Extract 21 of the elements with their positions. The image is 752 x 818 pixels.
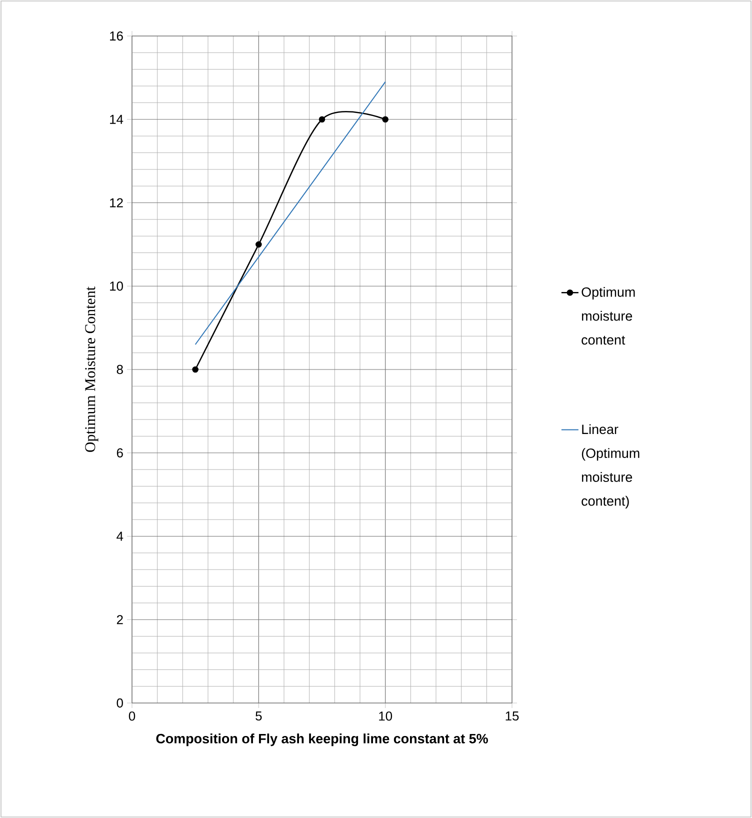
y-tick-label: 16 xyxy=(110,31,123,41)
y-axis-title: Optimum Moisture Content xyxy=(85,286,98,452)
legend-label: Linear (Optimum moisture content) xyxy=(582,424,640,508)
y-tick-label: 2 xyxy=(116,615,123,624)
y-tick-label: 4 xyxy=(116,532,124,541)
x-tick-label: 10 xyxy=(379,712,392,721)
y-tick-label: 6 xyxy=(116,448,123,458)
x-tick-label: 5 xyxy=(256,712,262,721)
y-tick-label: 8 xyxy=(116,364,123,374)
y-tick-label: 10 xyxy=(110,282,123,291)
x-tick-label: 15 xyxy=(506,712,519,721)
x-axis-title: Composition of Fly ash keeping lime constant at 5% xyxy=(156,734,488,746)
y-tick-label: 14 xyxy=(110,114,124,124)
legend-label: Optimum moisture content xyxy=(582,286,635,345)
y-tick-label: 12 xyxy=(110,198,123,208)
point xyxy=(318,116,326,123)
point xyxy=(256,241,262,248)
x-tick-label: 0 xyxy=(128,712,136,721)
point xyxy=(382,116,388,123)
y-tick-label: 0 xyxy=(116,698,123,708)
point xyxy=(192,366,198,373)
